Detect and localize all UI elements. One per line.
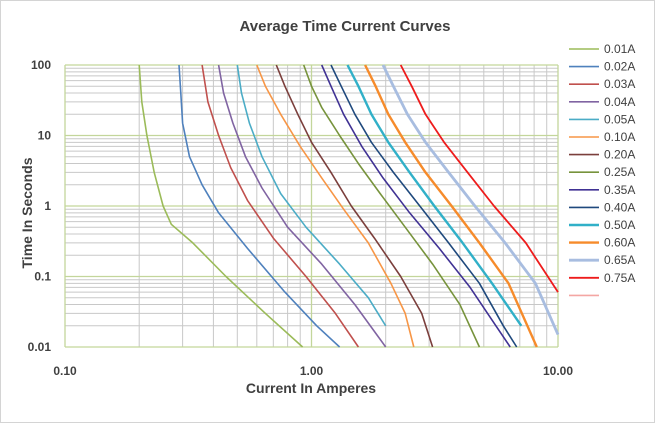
y-tick-label: 10 xyxy=(38,129,52,143)
y-tick-label: 1 xyxy=(44,199,51,213)
series-line-0.10A xyxy=(256,64,415,348)
series-line-0.20A xyxy=(275,64,434,348)
series-line-0.35A xyxy=(320,64,511,348)
legend-label-0.75A: 0.75A xyxy=(604,271,635,285)
series-line-0.60A xyxy=(364,64,538,348)
y-axis-label: Time In Seconds xyxy=(19,157,35,268)
legend-label-0.03A: 0.03A xyxy=(604,77,635,91)
chart-title: Average Time Current Curves xyxy=(240,18,451,35)
legend-label-0.20A: 0.20A xyxy=(604,148,635,162)
legend-label-0.05A: 0.05A xyxy=(604,112,635,126)
axis-ticks: 100 10 1 0.1 0.010.10 1.00 10.00 xyxy=(28,58,574,378)
legend-label-0.60A: 0.60A xyxy=(604,236,635,250)
series-line-0.75A xyxy=(399,64,559,293)
legend-label-0.04A: 0.04A xyxy=(604,95,635,109)
y-tick-label: 100 xyxy=(31,58,51,72)
legend-label-0.01A: 0.01A xyxy=(604,42,635,56)
series-line-0.65A xyxy=(381,64,560,336)
series-line-0.02A xyxy=(178,64,341,348)
series-line-0.25A xyxy=(302,64,481,348)
x-axis-label: Current In Amperes xyxy=(246,380,376,396)
plot-grid xyxy=(64,64,559,348)
series-line-0.50A xyxy=(346,64,523,327)
legend: 0.01A 0.02A 0.03A 0.04A 0.05A 0.10A 0.20A 0.25A… xyxy=(569,42,635,297)
legend-label-0.65A: 0.65A xyxy=(604,253,635,267)
legend-label-0.02A: 0.02A xyxy=(604,60,635,74)
legend-label-0.10A: 0.10A xyxy=(604,130,635,144)
x-tick-label: 10.00 xyxy=(543,364,573,378)
legend-label-0.40A: 0.40A xyxy=(604,200,635,214)
x-tick-label: 0.10 xyxy=(53,364,77,378)
series-line-0.01A xyxy=(138,64,304,348)
y-tick-label: 0.1 xyxy=(34,270,51,284)
series-line-0.40A xyxy=(330,64,518,348)
legend-label-0.25A: 0.25A xyxy=(604,165,635,179)
legend-label-0.50A: 0.50A xyxy=(604,218,635,232)
y-tick-label: 0.01 xyxy=(28,340,52,354)
x-tick-label: 1.00 xyxy=(300,364,324,378)
series-line-0.03A xyxy=(201,64,360,348)
legend-label-0.35A: 0.35A xyxy=(604,183,635,197)
series-line-0.05A xyxy=(236,64,387,327)
series-line-0.04A xyxy=(217,64,387,348)
plot-curves xyxy=(138,64,560,348)
